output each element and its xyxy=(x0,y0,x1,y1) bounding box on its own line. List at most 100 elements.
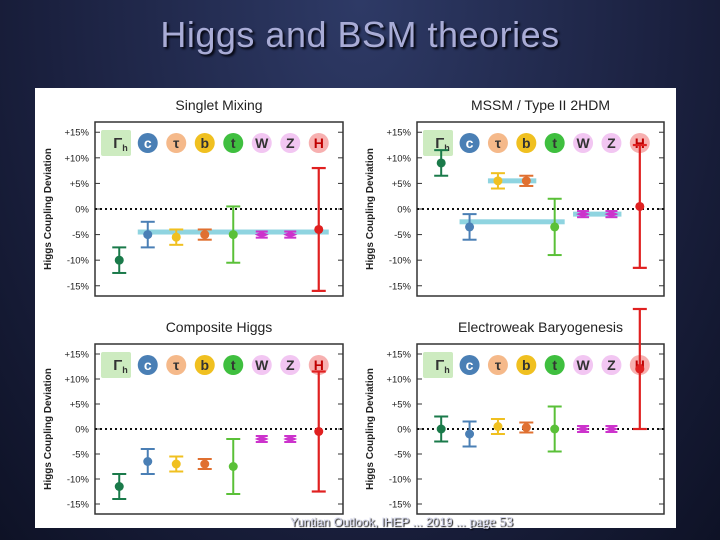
category-badge-label: t xyxy=(552,357,557,373)
data-point-τ xyxy=(493,422,503,431)
category-badge xyxy=(280,133,301,153)
category-badge-label: t xyxy=(552,135,557,151)
category-badge-label: Z xyxy=(286,357,295,373)
data-point-t xyxy=(550,222,560,232)
data-point-c xyxy=(143,230,153,240)
data-point-c xyxy=(143,457,153,466)
data-point-Γh xyxy=(114,255,124,265)
y-tick-label: -5% xyxy=(394,450,411,461)
plot-frame xyxy=(416,121,665,297)
category-badge-label: b xyxy=(522,357,531,373)
category-badge-label: τ xyxy=(495,357,502,373)
y-tick-label: -15% xyxy=(67,500,90,511)
data-point-b xyxy=(200,230,210,240)
category-badge xyxy=(487,355,508,375)
category-badge-label: h xyxy=(122,365,128,375)
y-tick-label: -10% xyxy=(67,256,90,267)
panel-title: Singlet Mixing xyxy=(175,97,262,113)
category-badge xyxy=(223,355,244,375)
y-tick-label: +5% xyxy=(70,400,90,411)
data-point-W xyxy=(576,426,591,432)
category-badge xyxy=(194,355,215,375)
category-badge-label: c xyxy=(144,357,152,373)
category-badge xyxy=(601,133,622,153)
chart-panel-1: Singlet Mixing Higgs Coupling Deviation +1… xyxy=(43,97,344,297)
category-badge-label: H xyxy=(314,357,324,373)
category-badge xyxy=(573,133,594,153)
category-badge-label: Z xyxy=(607,357,616,373)
category-badge-label: H xyxy=(314,135,324,151)
category-badge-label: b xyxy=(522,135,531,151)
category-badge xyxy=(601,355,622,375)
badge-gamma-h-background xyxy=(101,352,131,378)
y-tick-label: +10% xyxy=(64,375,89,386)
chart-panel-2: MSSM / Type II 2HDM Higgs Coupling Deviat… xyxy=(365,97,665,297)
category-badge-label: c xyxy=(144,135,152,151)
data-point-τ xyxy=(493,176,503,186)
data-point-W xyxy=(576,211,591,218)
data-point-H xyxy=(314,427,324,436)
y-tick-label: +15% xyxy=(386,128,411,139)
plot-frame xyxy=(416,343,665,515)
page-number: page 53 xyxy=(469,515,514,530)
category-badge-label: h xyxy=(444,143,450,153)
category-badge-label: b xyxy=(200,135,209,151)
category-badge-label: W xyxy=(255,357,269,373)
badge-gamma-h-background xyxy=(101,130,131,156)
y-tick-label: +5% xyxy=(392,179,412,190)
figure-panel-grid: Singlet Mixing Higgs Coupling Deviation +1… xyxy=(35,88,676,528)
coupling-deviation-charts: Singlet Mixing Higgs Coupling Deviation +1… xyxy=(43,97,665,515)
data-point-t xyxy=(550,424,560,434)
category-badge xyxy=(516,133,537,153)
category-badge-label: Z xyxy=(607,135,616,151)
category-badge-label: τ xyxy=(173,357,180,373)
category-badge-label: W xyxy=(255,135,269,151)
data-point-c xyxy=(465,222,475,232)
category-badge-label: W xyxy=(576,135,590,151)
y-tick-label: 0% xyxy=(75,425,89,436)
y-tick-label: -10% xyxy=(389,256,412,267)
data-point-b xyxy=(521,176,531,186)
category-badge-label: c xyxy=(466,357,474,373)
category-badge xyxy=(223,133,244,153)
y-tick-label: +5% xyxy=(392,400,412,411)
data-point-b xyxy=(200,459,210,469)
data-point-Z xyxy=(604,211,619,218)
data-point-H xyxy=(314,224,324,234)
category-badge xyxy=(251,355,272,375)
category-badge xyxy=(280,355,301,375)
y-tick-label: -5% xyxy=(72,450,89,461)
data-point-Γh xyxy=(436,424,446,434)
category-badge-label: b xyxy=(200,357,209,373)
category-badge xyxy=(487,133,508,153)
y-tick-label: -5% xyxy=(72,230,89,241)
category-badge xyxy=(573,355,594,375)
slide-footer: Yuntian Outlook, IHEP ... 2019 ... page … xyxy=(290,515,680,537)
category-badge-label: t xyxy=(231,357,236,373)
data-point-Z xyxy=(604,426,619,432)
data-point-H xyxy=(635,201,645,211)
category-badge-label: Z xyxy=(286,135,295,151)
data-point-H xyxy=(635,364,645,374)
data-point-τ xyxy=(171,459,181,469)
y-tick-label: +10% xyxy=(386,375,411,386)
data-point-t xyxy=(228,462,238,471)
category-badge xyxy=(516,355,537,375)
y-axis-label: Higgs Coupling Deviation xyxy=(43,368,54,490)
category-badge xyxy=(137,133,158,153)
category-badge-label: c xyxy=(466,135,474,151)
data-point-W xyxy=(254,231,269,238)
category-badge-label: Γ xyxy=(435,135,444,152)
y-tick-label: 0% xyxy=(397,205,411,216)
category-badge xyxy=(166,355,187,375)
slide-title: Higgs and BSM theories xyxy=(160,14,560,55)
chart-panel-3: Composite Higgs Higgs Coupling Deviation +… xyxy=(43,319,344,515)
y-tick-label: -15% xyxy=(389,281,412,292)
category-badge-label: h xyxy=(444,365,450,375)
category-badge-label: H xyxy=(635,135,645,151)
chart-panel-4: Electroweak Baryogenesis Higgs Coupling D… xyxy=(365,307,665,515)
y-tick-label: +5% xyxy=(70,179,90,190)
y-tick-label: +10% xyxy=(64,153,89,164)
category-badge-label: τ xyxy=(173,135,180,151)
category-badge-label: t xyxy=(231,135,236,151)
